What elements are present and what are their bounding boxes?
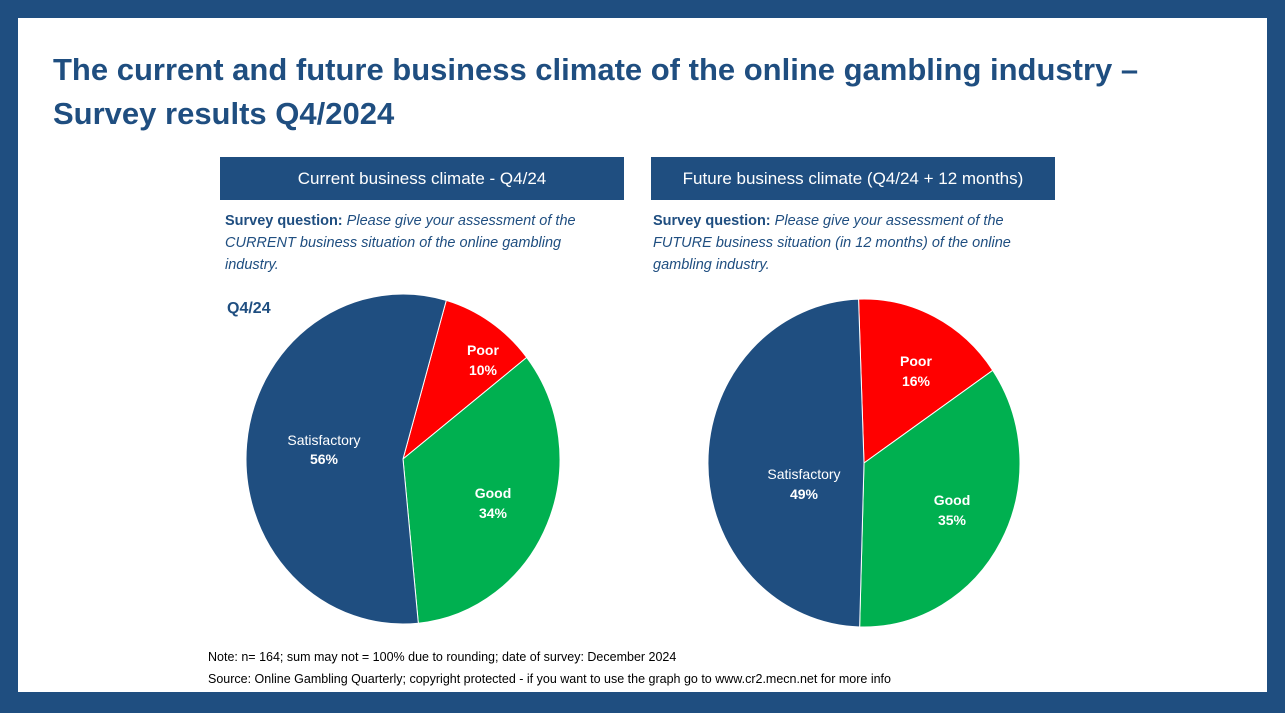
footnotes: Note: n= 164; sum may not = 100% due to … bbox=[208, 646, 891, 690]
note-text: Note: n= 164; sum may not = 100% due to … bbox=[208, 650, 677, 664]
title-line-2: Survey results Q4/2024 bbox=[53, 96, 395, 131]
pie-slice-satisfactory bbox=[245, 293, 447, 625]
slice-value-poor: 16% bbox=[902, 373, 931, 389]
slide: The current and future business climate … bbox=[18, 18, 1267, 692]
period-label: Q4/24 bbox=[227, 300, 271, 317]
slice-label-good: Good bbox=[934, 492, 971, 508]
page-title: The current and future business climate … bbox=[53, 48, 1233, 136]
slice-value-good: 35% bbox=[938, 512, 967, 528]
slice-value-poor: 10% bbox=[469, 362, 498, 378]
future-question-label: Survey question: bbox=[653, 213, 771, 229]
future-survey-question: Survey question: Please give your assess… bbox=[653, 210, 1043, 276]
current-climate-header: Current business climate - Q4/24 bbox=[220, 157, 624, 200]
pie-slice-poor bbox=[402, 299, 528, 461]
source-text: Source: Online Gambling Quarterly; copyr… bbox=[208, 672, 891, 686]
slice-value-satisfactory: 49% bbox=[790, 486, 819, 502]
pie-slice-satisfactory bbox=[707, 298, 865, 628]
current-question-text: Please give your assessment of the CURRE… bbox=[225, 213, 576, 273]
slice-label-satisfactory: Satisfactory bbox=[767, 466, 840, 482]
slice-value-good: 34% bbox=[479, 505, 508, 521]
future-climate-header: Future business climate (Q4/24 + 12 mont… bbox=[651, 157, 1055, 200]
slice-label-poor: Poor bbox=[467, 342, 499, 358]
slice-label-satisfactory: Satisfactory bbox=[287, 432, 360, 448]
current-survey-question: Survey question: Please give your assess… bbox=[225, 210, 615, 276]
pie-slice-good bbox=[859, 369, 1021, 628]
current-question-label: Survey question: bbox=[225, 213, 343, 229]
current-climate-pie-chart: Poor 10% Good 34% Satisfactory 56% bbox=[245, 293, 561, 625]
slice-value-satisfactory: 56% bbox=[310, 451, 339, 467]
slice-label-good: Good bbox=[475, 485, 512, 501]
pie-slice-good bbox=[402, 356, 561, 624]
future-question-text: Please give your assessment of the FUTUR… bbox=[653, 213, 1011, 273]
pie-slice-poor bbox=[858, 298, 994, 464]
future-climate-pie-chart: Poor 16% Good 35% Satisfactory 49% bbox=[707, 298, 1021, 628]
slice-label-poor: Poor bbox=[900, 353, 932, 369]
title-line-1: The current and future business climate … bbox=[53, 52, 1139, 87]
